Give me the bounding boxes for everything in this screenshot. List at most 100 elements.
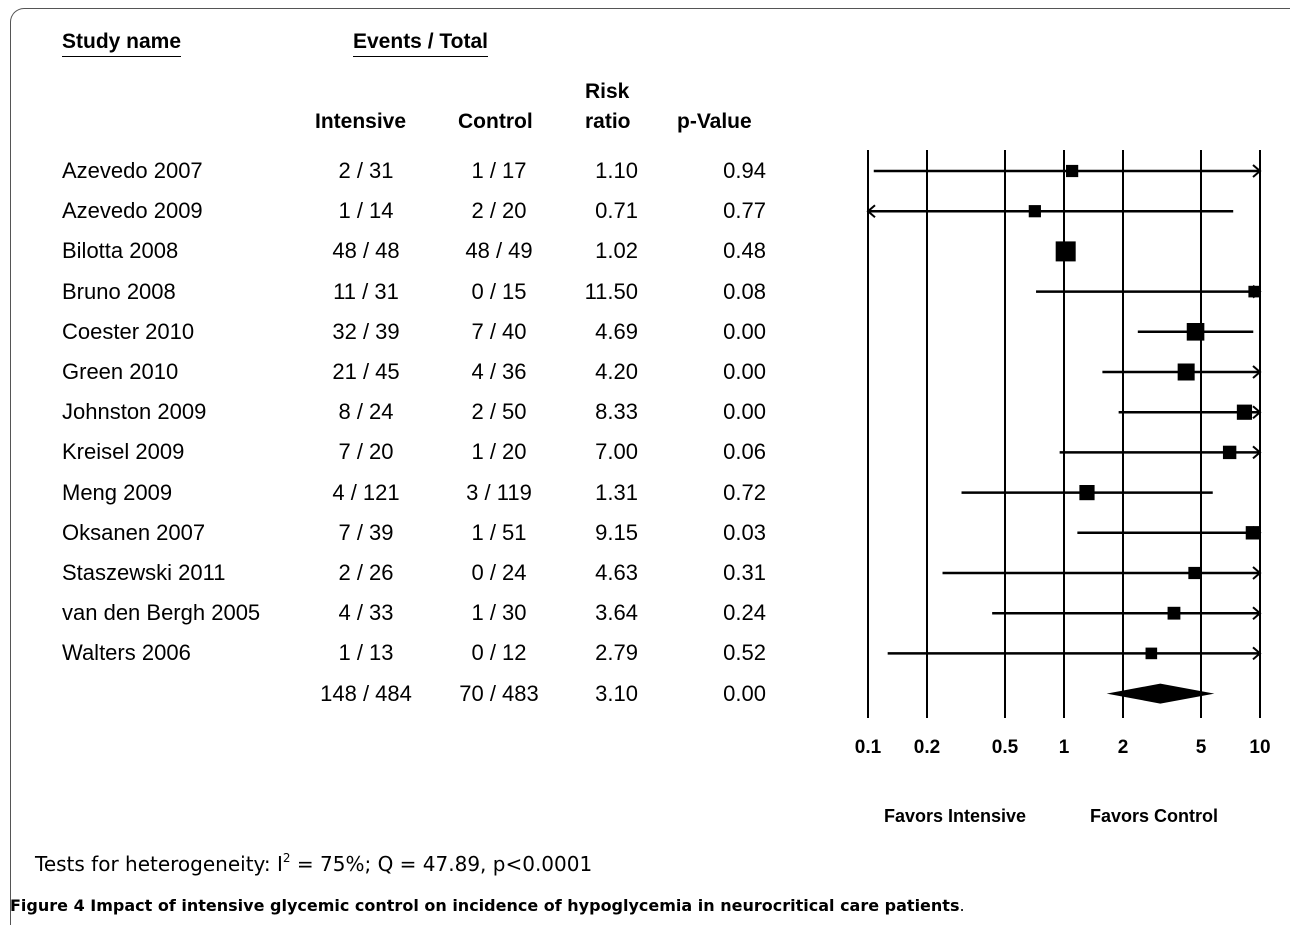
ci-arrow-right xyxy=(1252,164,1262,178)
risk-ratio: 2.79 xyxy=(595,640,638,666)
x-tick-label: 5 xyxy=(1195,737,1207,758)
study-name: Azevedo 2007 xyxy=(62,158,203,183)
intensive-events: 2 / 31 xyxy=(338,158,394,183)
control-events: 7 / 40 xyxy=(471,318,527,344)
intensive-events: 2 / 26 xyxy=(338,560,394,585)
ci-arrow-left xyxy=(866,204,876,218)
point-estimate xyxy=(1028,205,1041,218)
intensive-events: 11 / 31 xyxy=(333,278,399,304)
ci-arrow-right xyxy=(1252,445,1262,460)
study-name: Coester 2010 xyxy=(62,318,195,344)
study-name: Kreisel 2009 xyxy=(62,439,185,465)
point-estimate xyxy=(1177,363,1195,381)
intensive-events: 32 / 39 xyxy=(332,318,400,344)
p-value: 0.08 xyxy=(723,278,766,304)
favors-intensive-label: Favors Intensive xyxy=(884,806,1027,826)
study-name: Oksanen 2007 xyxy=(62,519,206,545)
control-events: 3 / 119 xyxy=(466,479,532,505)
summary-control-events: 70 / 483 xyxy=(459,680,539,706)
risk-ratio: 11.50 xyxy=(584,278,638,304)
point-estimate xyxy=(1066,164,1079,178)
study-name: Green 2010 xyxy=(62,359,179,384)
risk-ratio: 1.10 xyxy=(595,158,638,183)
x-tick-label: 0.5 xyxy=(991,737,1019,758)
summary-risk-ratio: 3.10 xyxy=(595,680,638,706)
risk-ratio: 4.20 xyxy=(595,359,638,384)
p-value: 0.94 xyxy=(723,158,766,183)
study-name: Staszewski 2011 xyxy=(62,560,226,585)
summary-p-value: 0.00 xyxy=(723,680,766,706)
study-name: Bruno 2008 xyxy=(62,278,176,304)
x-tick-label: 1 xyxy=(1058,737,1070,758)
caption-label: Figure 4 xyxy=(10,896,85,915)
risk-ratio: 8.33 xyxy=(595,399,638,425)
header-control: Control xyxy=(458,110,533,133)
p-value: 0.77 xyxy=(723,198,766,224)
risk-ratio: 1.02 xyxy=(595,238,638,264)
control-events: 2 / 20 xyxy=(471,198,527,224)
point-estimate xyxy=(1079,485,1095,501)
ci-arrow-right xyxy=(1252,405,1262,419)
p-value: 0.31 xyxy=(723,560,766,585)
point-estimate xyxy=(1145,647,1158,660)
header-ratio: ratio xyxy=(585,110,631,133)
risk-ratio: 0.71 xyxy=(595,198,638,224)
intensive-events: 1 / 13 xyxy=(338,640,394,666)
control-events: 1 / 51 xyxy=(471,519,527,545)
p-value: 0.00 xyxy=(723,399,766,425)
figure-frame xyxy=(10,8,1290,925)
p-value: 0.00 xyxy=(723,318,766,344)
risk-ratio: 3.64 xyxy=(595,600,638,626)
intensive-events: 4 / 33 xyxy=(338,600,394,626)
intensive-events: 4 / 121 xyxy=(332,479,400,505)
study-name: Johnston 2009 xyxy=(62,399,207,425)
point-estimate xyxy=(1245,526,1260,540)
ci-arrow-right xyxy=(1252,365,1262,379)
risk-ratio: 4.69 xyxy=(595,318,638,344)
p-value: 0.48 xyxy=(723,238,766,264)
point-estimate xyxy=(1186,323,1205,341)
p-value: 0.52 xyxy=(723,640,766,666)
p-value: 0.00 xyxy=(723,359,766,384)
ci-arrow-right xyxy=(1252,646,1262,661)
p-value: 0.72 xyxy=(723,479,766,505)
intensive-events: 8 / 24 xyxy=(338,399,394,425)
header-intensive: Intensive xyxy=(315,110,407,133)
control-events: 2 / 50 xyxy=(471,399,527,425)
summary-intensive-events: 148 / 484 xyxy=(320,680,412,706)
heterogeneity-text: Tests for heterogeneity: I2 = 75%; Q = 4… xyxy=(35,851,593,876)
control-events: 0 / 24 xyxy=(471,560,527,585)
x-tick-label: 0.1 xyxy=(854,737,882,758)
control-events: 1 / 30 xyxy=(471,600,527,626)
control-events: 4 / 36 xyxy=(471,359,527,384)
header-risk: Risk xyxy=(585,80,630,103)
x-tick-label: 2 xyxy=(1117,737,1129,758)
x-tick-label: 0.2 xyxy=(913,737,941,758)
header-study-name: Study name xyxy=(62,30,182,57)
figure-caption: Figure 4 Impact of intensive glycemic co… xyxy=(10,896,965,915)
intensive-events: 1 / 14 xyxy=(338,198,394,224)
x-tick-label: 10 xyxy=(1249,737,1271,758)
study-name: Walters 2006 xyxy=(62,640,191,666)
study-name: Meng 2009 xyxy=(62,479,173,505)
summary-diamond xyxy=(1106,683,1215,704)
point-estimate xyxy=(1055,241,1076,262)
study-name: Bilotta 2008 xyxy=(62,238,179,264)
point-estimate xyxy=(1188,566,1201,580)
point-estimate xyxy=(1236,404,1253,420)
control-events: 1 / 17 xyxy=(471,158,527,183)
control-events: 0 / 12 xyxy=(471,640,527,666)
intensive-events: 7 / 39 xyxy=(338,519,394,545)
point-estimate xyxy=(1222,445,1237,460)
intensive-events: 7 / 20 xyxy=(338,439,394,465)
p-value: 0.06 xyxy=(723,439,766,465)
ci-arrow-right xyxy=(1252,566,1262,580)
point-estimate xyxy=(1248,285,1260,298)
risk-ratio: 9.15 xyxy=(595,519,638,545)
study-name: van den Bergh 2005 xyxy=(62,600,261,626)
caption-text: Impact of intensive glycemic control on … xyxy=(84,896,960,915)
intensive-events: 48 / 48 xyxy=(332,238,400,264)
ci-arrow-right xyxy=(1252,606,1262,620)
header-events-total: Events / Total xyxy=(353,30,488,57)
